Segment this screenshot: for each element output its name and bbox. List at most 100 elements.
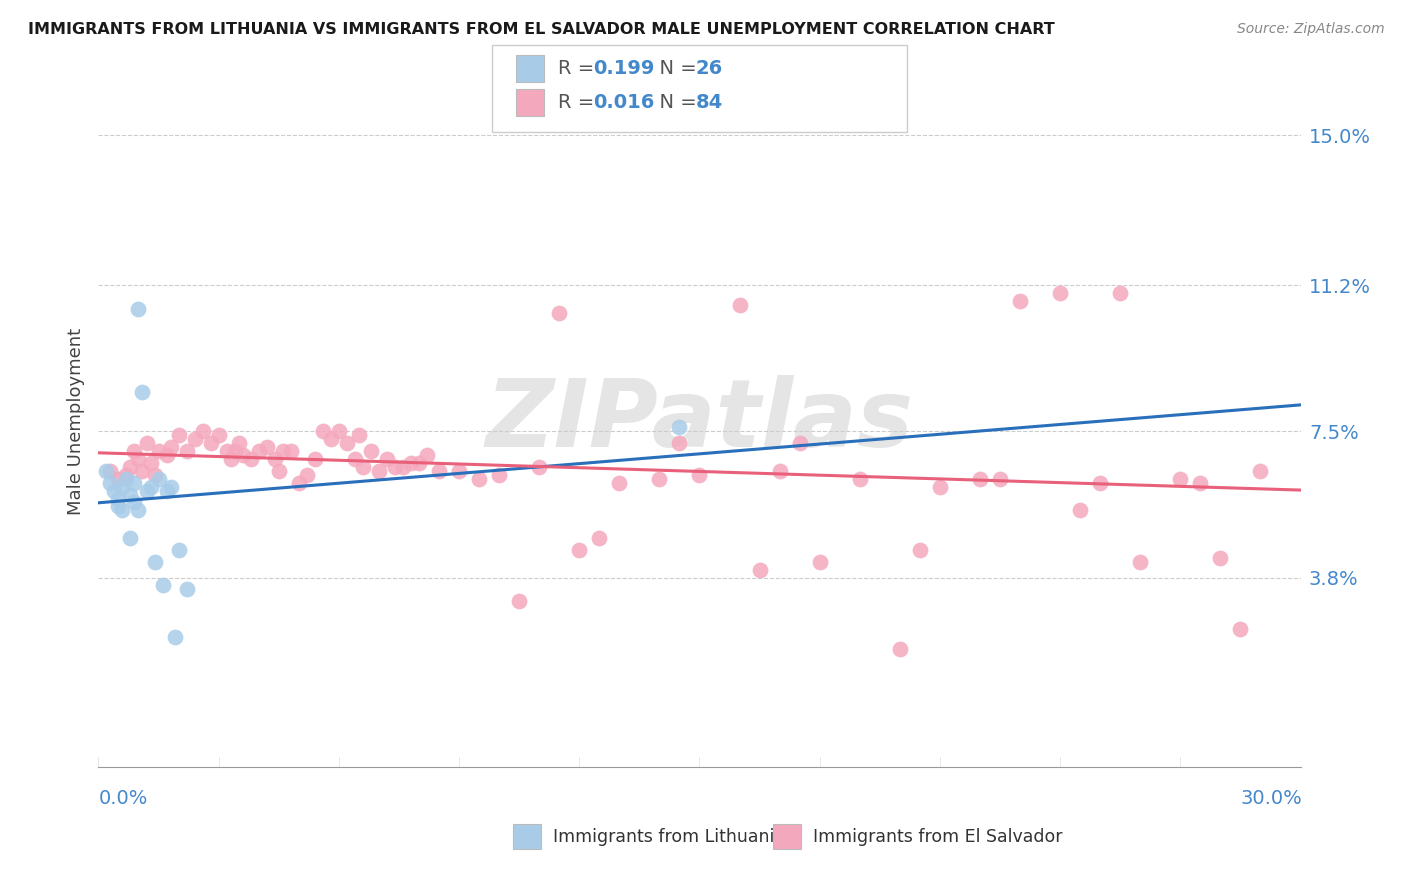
Point: [295, 467, 318, 482]
Point: [609, 475, 631, 490]
Y-axis label: Male Unemployment: Male Unemployment: [66, 328, 84, 515]
Text: R =: R =: [558, 59, 600, 78]
Point: [1010, 293, 1032, 308]
Point: [107, 472, 129, 486]
Point: [1109, 286, 1132, 301]
Point: [263, 452, 285, 467]
Point: [375, 452, 398, 467]
Point: [247, 444, 270, 458]
Point: [427, 464, 450, 478]
Point: [111, 480, 134, 494]
Point: [908, 542, 931, 557]
Point: [224, 444, 246, 458]
Point: [319, 432, 342, 446]
Point: [689, 467, 711, 482]
Point: [103, 483, 125, 498]
Point: [135, 436, 157, 450]
Point: [548, 306, 571, 320]
Point: [668, 420, 690, 434]
Point: [115, 472, 138, 486]
Point: [336, 436, 359, 450]
Point: [1189, 475, 1212, 490]
Point: [1250, 464, 1272, 478]
Text: 26: 26: [696, 59, 723, 78]
Point: [239, 452, 262, 467]
Point: [568, 542, 591, 557]
Point: [215, 444, 238, 458]
Text: N =: N =: [647, 59, 703, 78]
Point: [183, 432, 205, 446]
Point: [849, 472, 872, 486]
Point: [155, 483, 177, 498]
Text: 0.0%: 0.0%: [98, 789, 148, 808]
Point: [988, 472, 1011, 486]
Text: 84: 84: [696, 93, 723, 112]
Point: [176, 444, 198, 458]
Text: Immigrants from El Salvador: Immigrants from El Salvador: [813, 828, 1062, 846]
Point: [508, 594, 530, 608]
Point: [1049, 286, 1071, 301]
Point: [969, 472, 991, 486]
Point: [100, 475, 122, 490]
Point: [668, 436, 690, 450]
Point: [152, 578, 174, 592]
Point: [124, 495, 146, 509]
Point: [107, 491, 129, 506]
Point: [392, 459, 415, 474]
Point: [163, 630, 186, 644]
Point: [352, 459, 374, 474]
Point: [208, 428, 231, 442]
Point: [312, 425, 335, 439]
Point: [256, 440, 278, 454]
Point: [96, 464, 118, 478]
Point: [228, 436, 250, 450]
Point: [728, 298, 751, 312]
Point: [529, 459, 551, 474]
Point: [328, 425, 350, 439]
Point: [219, 452, 242, 467]
Point: [789, 436, 811, 450]
Point: [488, 467, 510, 482]
Point: [155, 448, 177, 462]
Point: [271, 444, 294, 458]
Point: [384, 459, 406, 474]
Point: [889, 641, 911, 656]
Point: [416, 448, 439, 462]
Point: [167, 428, 190, 442]
Point: [1209, 550, 1232, 565]
Text: Immigrants from Lithuania: Immigrants from Lithuania: [553, 828, 785, 846]
Point: [1069, 503, 1091, 517]
Point: [200, 436, 222, 450]
Point: [468, 472, 491, 486]
Point: [288, 475, 311, 490]
Point: [176, 582, 198, 597]
Point: [408, 456, 430, 470]
Text: 0.016: 0.016: [593, 93, 655, 112]
Point: [267, 464, 290, 478]
Point: [111, 503, 134, 517]
Point: [648, 472, 671, 486]
Point: [148, 444, 170, 458]
Text: Source: ZipAtlas.com: Source: ZipAtlas.com: [1237, 22, 1385, 37]
Point: [128, 452, 150, 467]
Point: [1088, 475, 1111, 490]
Point: [368, 464, 391, 478]
Point: [399, 456, 422, 470]
Point: [748, 563, 770, 577]
Point: [115, 467, 138, 482]
Point: [131, 384, 153, 399]
Point: [139, 456, 162, 470]
Point: [128, 503, 150, 517]
Point: [1170, 472, 1192, 486]
Point: [1129, 555, 1152, 569]
Point: [131, 464, 153, 478]
Point: [280, 444, 302, 458]
Point: [143, 467, 166, 482]
Point: [167, 542, 190, 557]
Text: 0.199: 0.199: [593, 59, 655, 78]
Point: [124, 444, 146, 458]
Point: [107, 500, 129, 514]
Point: [143, 555, 166, 569]
Point: [191, 425, 214, 439]
Point: [159, 440, 181, 454]
